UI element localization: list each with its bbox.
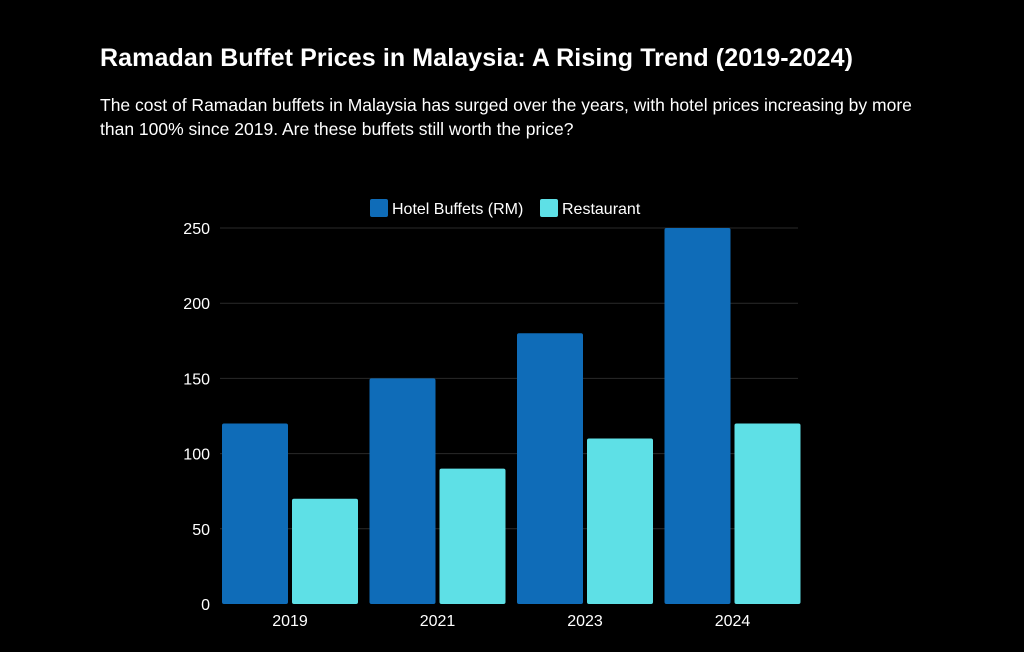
bar-restaurant-2024 [734,423,801,604]
legend-label-restaurant: Restaurant [562,201,641,218]
bar-restaurant-2023 [587,438,653,604]
y-tick-label: 100 [183,447,210,464]
x-tick-label: 2024 [715,613,751,630]
y-tick-label: 50 [192,522,210,539]
bar-hotel-2019 [222,423,288,604]
y-tick-label: 150 [183,371,210,388]
legend: Hotel Buffets (RM) Restaurant [370,199,641,218]
chart-title: Ramadan Buffet Prices in Malaysia: A Ris… [100,44,854,72]
legend-swatch-restaurant [540,199,558,217]
x-tick-label: 2023 [567,613,603,630]
bar-restaurant-2021 [439,468,506,604]
x-tick-label: 2019 [272,613,308,630]
legend-swatch-hotel [370,199,388,217]
x-tick-label: 2021 [420,613,456,630]
y-axis: 0 50 100 150 200 250 [183,221,210,614]
chart-subtitle: The cost of Ramadan buffets in Malaysia … [100,95,912,139]
bar-restaurant-2019 [292,498,358,604]
bar-hotel-2024 [664,228,731,604]
legend-label-hotel: Hotel Buffets (RM) [392,201,523,218]
x-axis: 2019 2021 2023 2024 [272,613,750,630]
y-tick-label: 0 [201,597,210,614]
y-tick-label: 250 [183,221,210,238]
bar-hotel-2023 [517,333,583,604]
y-tick-label: 200 [183,296,210,313]
bar-hotel-2021 [369,378,436,604]
bars [222,228,801,604]
